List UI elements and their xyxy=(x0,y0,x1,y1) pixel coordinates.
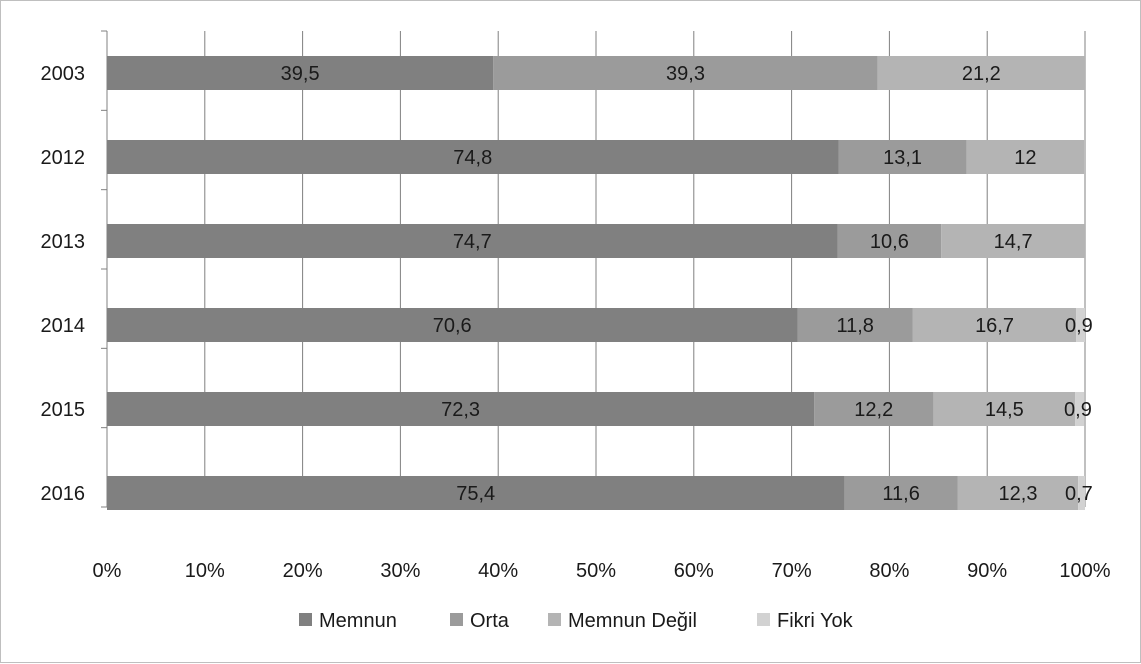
legend-label: Memnun xyxy=(319,610,397,632)
bar-segment xyxy=(107,392,815,426)
legend-label: Memnun Değil xyxy=(568,610,697,632)
data-label: 75,4 xyxy=(456,483,495,505)
bar-segment xyxy=(941,224,1085,258)
bar-segment xyxy=(797,308,913,342)
bar-segment xyxy=(844,476,958,510)
data-label: 11,8 xyxy=(836,315,873,337)
data-label: 11,6 xyxy=(882,483,919,505)
bar-segment xyxy=(493,56,878,90)
data-labels: 39,5 39,3 21,2 74,8 13,1 12 74,7 10,6 14,7 70,6 11… xyxy=(281,63,1093,505)
legend: Memnun Orta Memnun Değil Fikri Yok xyxy=(299,610,854,632)
bar-segment xyxy=(838,140,967,174)
data-label: 39,3 xyxy=(666,63,705,85)
data-label: 74,8 xyxy=(453,147,492,169)
axes: 0% 10% 20% 30% 40% 50% 60% 70% 80% 90% 100% 2003 201… xyxy=(41,30,1111,582)
y-tick-label: 2013 xyxy=(41,231,86,253)
bar-segment xyxy=(107,224,838,258)
bars xyxy=(107,56,1085,510)
data-label: 14,7 xyxy=(994,231,1033,253)
x-tick-label: 40% xyxy=(478,560,518,582)
bar-segment xyxy=(814,392,934,426)
x-tick-label: 30% xyxy=(380,560,420,582)
bar-segment xyxy=(837,224,942,258)
data-label: 70,6 xyxy=(433,315,472,337)
bar-segment xyxy=(1076,308,1085,342)
data-label: 21,2 xyxy=(962,63,1001,85)
bar-segment xyxy=(1075,392,1085,426)
x-tick-label: 90% xyxy=(967,560,1007,582)
y-tick-label: 2003 xyxy=(41,63,86,85)
x-tick-label: 20% xyxy=(283,560,323,582)
y-tick-label: 2014 xyxy=(41,315,86,337)
bar-segment xyxy=(107,140,839,174)
data-label: 12,2 xyxy=(854,399,893,421)
data-label: 72,3 xyxy=(441,399,480,421)
data-label: 16,7 xyxy=(975,315,1014,337)
data-label: 12,3 xyxy=(999,483,1038,505)
y-tick-label: 2016 xyxy=(41,483,86,505)
data-label: 0,9 xyxy=(1065,315,1093,337)
y-tick-label: 2015 xyxy=(41,399,86,421)
bar-segment xyxy=(107,476,845,510)
legend-swatch xyxy=(757,613,770,626)
data-label: 0,9 xyxy=(1064,399,1092,421)
legend-label: Orta xyxy=(470,610,510,632)
bar-segment xyxy=(957,476,1079,510)
gridlines xyxy=(106,31,1086,507)
y-tick-label: 2012 xyxy=(41,147,86,169)
x-tick-label: 70% xyxy=(772,560,812,582)
bar-segment xyxy=(966,140,1085,174)
bar-segment xyxy=(1078,476,1085,510)
bar-segment xyxy=(933,392,1076,426)
x-tick-label: 60% xyxy=(674,560,714,582)
data-label: 14,5 xyxy=(985,399,1024,421)
legend-swatch xyxy=(548,613,561,626)
data-label: 74,7 xyxy=(453,231,492,253)
legend-label: Fikri Yok xyxy=(777,610,854,632)
data-label: 39,5 xyxy=(281,63,320,85)
bar-segment xyxy=(107,56,494,90)
data-label: 0,7 xyxy=(1065,483,1093,505)
legend-swatch xyxy=(299,613,312,626)
data-label: 12 xyxy=(1014,147,1036,169)
x-tick-label: 100% xyxy=(1059,560,1110,582)
x-tick-label: 10% xyxy=(185,560,225,582)
data-label: 10,6 xyxy=(870,231,909,253)
bar-segment xyxy=(877,56,1085,90)
bar-segment xyxy=(912,308,1077,342)
data-label: 13,1 xyxy=(883,147,922,169)
x-tick-label: 50% xyxy=(576,560,616,582)
legend-swatch xyxy=(450,613,463,626)
x-tick-label: 0% xyxy=(93,560,122,582)
bar-segment xyxy=(107,308,798,342)
x-tick-label: 80% xyxy=(869,560,909,582)
